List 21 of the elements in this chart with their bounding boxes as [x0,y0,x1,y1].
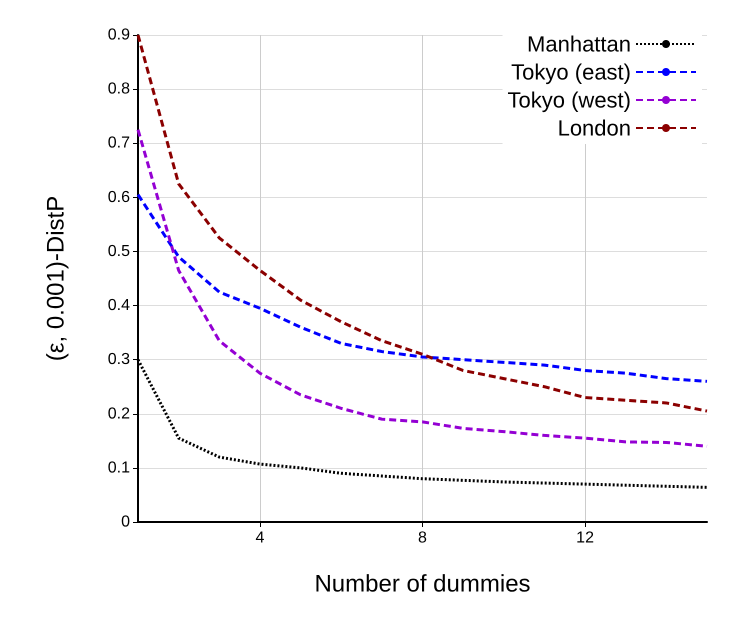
legend-label: London [558,116,631,140]
y-tick-label: 0.7 [108,134,130,152]
y-tick-label: 0.2 [108,405,130,422]
x-tick-label: 12 [576,530,594,546]
y-tick-label: 0.8 [108,80,130,98]
x-tick-label: 4 [255,530,264,546]
legend-label: Tokyo (west) [508,88,631,112]
x-axis-title: Number of dummies [314,570,531,598]
y-tick-label: 0.5 [108,242,130,260]
line-series [136,34,708,413]
legend-label: Tokyo (east) [511,60,631,84]
y-tick-label: 0.1 [108,459,130,476]
y-tick-label: 0.6 [108,188,130,206]
x-tick-label: 8 [418,530,428,546]
y-tick-label: 0.9 [108,26,130,44]
legend-label: Manhattan [527,32,631,56]
y-tick-label: 0.3 [108,351,130,368]
y-axis-title: (ε, 0.001)-DistP [42,196,70,362]
line-series [136,193,708,383]
y-tick-label: 0.4 [108,297,130,314]
y-tick-label: 0 [121,514,130,530]
